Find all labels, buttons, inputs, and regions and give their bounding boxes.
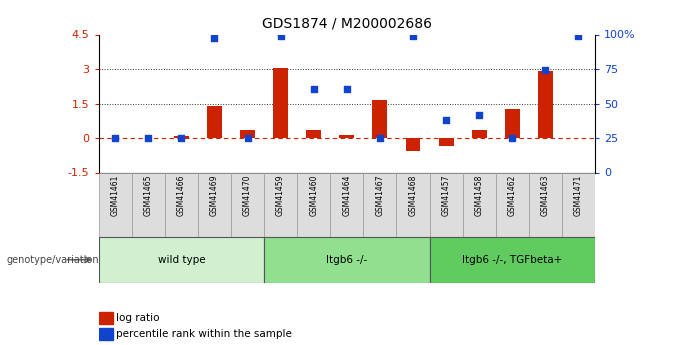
Bar: [430, 172, 462, 237]
Point: [474, 112, 485, 118]
Point: [507, 135, 517, 141]
Bar: [430, 237, 595, 283]
Bar: [538, 71, 553, 138]
Text: log ratio: log ratio: [116, 313, 160, 323]
Text: GSM41467: GSM41467: [375, 175, 384, 216]
Bar: [363, 172, 396, 237]
Bar: [405, 138, 420, 151]
Text: GSM41466: GSM41466: [177, 175, 186, 216]
Bar: [264, 237, 430, 283]
Text: GSM41469: GSM41469: [210, 175, 219, 216]
Bar: [99, 312, 114, 324]
Point: [143, 135, 154, 141]
Bar: [529, 172, 562, 237]
Bar: [207, 106, 222, 138]
Text: GSM41470: GSM41470: [243, 175, 252, 216]
Point: [242, 135, 253, 141]
Point: [407, 33, 418, 38]
Bar: [273, 68, 288, 138]
Point: [109, 135, 120, 141]
Point: [209, 35, 220, 41]
Bar: [472, 130, 487, 138]
Bar: [462, 172, 496, 237]
Point: [441, 117, 452, 122]
Point: [375, 135, 386, 141]
Bar: [99, 328, 114, 340]
Text: percentile rank within the sample: percentile rank within the sample: [116, 329, 292, 339]
Title: GDS1874 / M200002686: GDS1874 / M200002686: [262, 17, 432, 31]
Bar: [439, 138, 454, 146]
Bar: [174, 136, 189, 138]
Text: GSM41460: GSM41460: [309, 175, 318, 216]
Point: [341, 86, 352, 91]
Bar: [339, 135, 354, 138]
Text: GSM41464: GSM41464: [342, 175, 352, 216]
Bar: [99, 237, 264, 283]
Point: [308, 86, 319, 91]
Bar: [505, 109, 520, 138]
Text: GSM41463: GSM41463: [541, 175, 550, 216]
Point: [176, 135, 187, 141]
Point: [275, 33, 286, 38]
Bar: [240, 130, 255, 138]
Text: GSM41462: GSM41462: [508, 175, 517, 216]
Text: Itgb6 -/-, TGFbeta+: Itgb6 -/-, TGFbeta+: [462, 255, 562, 265]
Text: GSM41457: GSM41457: [441, 175, 451, 216]
Text: Itgb6 -/-: Itgb6 -/-: [326, 255, 367, 265]
Bar: [165, 172, 198, 237]
Bar: [132, 172, 165, 237]
Text: wild type: wild type: [158, 255, 205, 265]
Text: GSM41465: GSM41465: [143, 175, 153, 216]
Text: GSM41461: GSM41461: [111, 175, 120, 216]
Bar: [396, 172, 430, 237]
Text: GSM41471: GSM41471: [574, 175, 583, 216]
Bar: [330, 172, 363, 237]
Bar: [99, 172, 132, 237]
Bar: [496, 172, 529, 237]
Point: [573, 33, 584, 38]
Bar: [264, 172, 297, 237]
Bar: [297, 172, 330, 237]
Bar: [231, 172, 264, 237]
Bar: [373, 100, 388, 138]
Bar: [562, 172, 595, 237]
Text: genotype/variation: genotype/variation: [7, 255, 99, 265]
Point: [540, 67, 551, 73]
Bar: [306, 130, 321, 138]
Text: GSM41459: GSM41459: [276, 175, 285, 216]
Bar: [198, 172, 231, 237]
Text: GSM41468: GSM41468: [409, 175, 418, 216]
Text: GSM41458: GSM41458: [475, 175, 483, 216]
